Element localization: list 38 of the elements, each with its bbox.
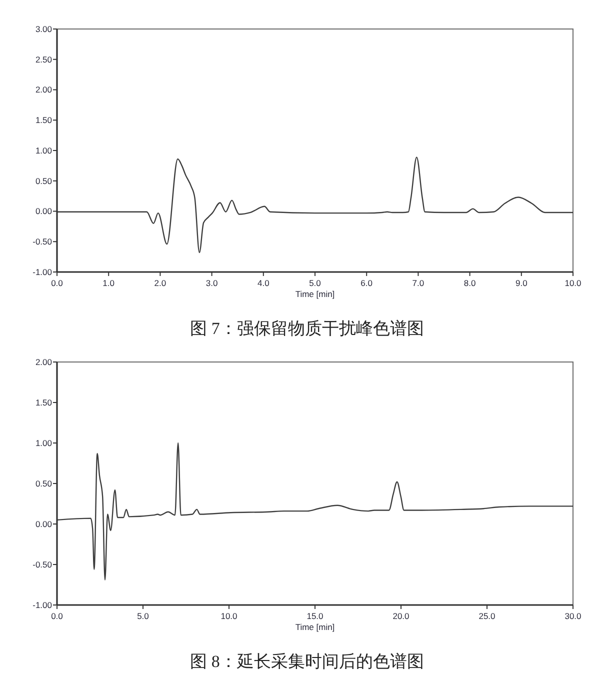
x-tick-label: 25.0 [478, 611, 496, 621]
x-axis-title: Time [min] [295, 289, 335, 299]
y-tick-label: 0.00 [35, 518, 52, 529]
x-tick-label: 10.0 [564, 278, 582, 288]
caption: 图 8：延长采集时间后的色谱图 [190, 652, 424, 671]
caption: 图 7：强保留物质干扰峰色谱图 [190, 319, 424, 338]
y-tick-label: 0.00 [35, 206, 52, 216]
y-tick-label: 1.50 [35, 397, 52, 408]
x-tick-label: 5.0 [137, 611, 150, 621]
x-tick-label: 7.0 [412, 278, 424, 288]
y-tick-label: 1.00 [35, 145, 52, 156]
x-axis-title: Time [min] [295, 622, 335, 632]
y-tick-label: 0.50 [35, 478, 52, 488]
y-tick-label: 2.00 [35, 356, 52, 367]
x-tick-label: 1.0 [102, 278, 115, 288]
y-tick-label: 2.50 [35, 54, 52, 64]
y-tick-label: -0.50 [32, 559, 52, 570]
y-tick-label: 2.00 [35, 84, 52, 95]
x-tick-label: 0.0 [51, 278, 64, 288]
x-tick-label: 2.0 [154, 278, 166, 288]
x-tick-label: 0.0 [51, 611, 64, 621]
x-tick-label: 8.0 [464, 278, 476, 288]
y-tick-label: 0.50 [35, 176, 52, 186]
x-tick-label: 4.0 [257, 278, 270, 288]
x-tick-label: 30.0 [564, 611, 582, 621]
y-tick-label: 1.00 [35, 438, 52, 448]
y-tick-label: -1.00 [32, 600, 52, 610]
x-tick-label: 15.0 [306, 611, 324, 621]
x-tick-label: 10.0 [220, 611, 238, 621]
y-tick-label: 3.00 [35, 24, 52, 34]
x-tick-label: 5.0 [309, 278, 322, 288]
y-tick-label: -1.00 [32, 266, 52, 277]
y-tick-label: -0.50 [32, 236, 52, 247]
x-tick-label: 20.0 [392, 611, 410, 621]
y-tick-label: 1.50 [35, 115, 52, 126]
x-tick-label: 6.0 [360, 278, 373, 288]
x-tick-label: 3.0 [206, 278, 218, 288]
x-tick-label: 9.0 [515, 278, 528, 288]
